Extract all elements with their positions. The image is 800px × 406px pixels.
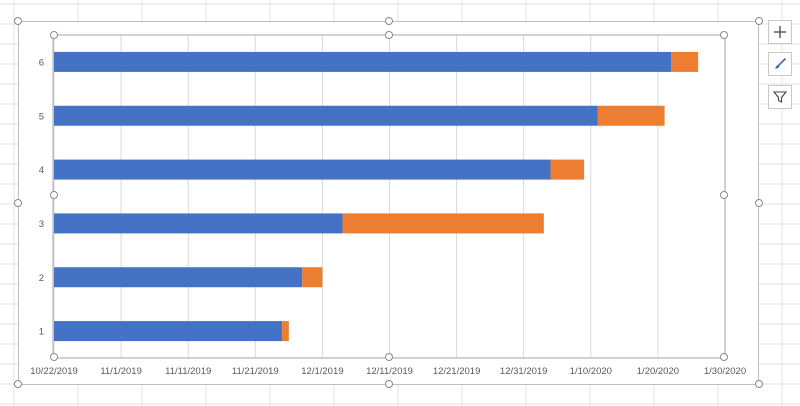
bar-series2-4[interactable] [550, 159, 585, 180]
bar-series1-2[interactable] [54, 267, 303, 288]
y-tick-label: 4 [39, 165, 44, 176]
chart-filters-button[interactable] [768, 85, 792, 109]
y-tick-label: 1 [39, 327, 44, 338]
x-tick-label: 1/20/2020 [637, 366, 679, 377]
bar-series1-3[interactable] [54, 213, 343, 234]
bar-series1-5[interactable] [54, 105, 598, 126]
x-tick-label: 10/22/2019 [30, 366, 78, 377]
x-tick-label: 1/30/2020 [704, 366, 746, 377]
bar-series2-2[interactable] [302, 267, 323, 288]
resize-handle-bottom[interactable] [385, 380, 393, 388]
x-tick-label: 12/31/2019 [500, 366, 548, 377]
bar-series1-1[interactable] [54, 321, 283, 342]
resize-handle-top[interactable] [385, 17, 393, 25]
resize-handle-left[interactable] [14, 199, 22, 207]
resize-handle-top-left[interactable] [14, 17, 22, 25]
bar-series2-6[interactable] [671, 51, 699, 72]
y-tick-label: 6 [39, 57, 44, 68]
bar-series2-3[interactable] [342, 213, 544, 234]
x-tick-label: 12/21/2019 [433, 366, 481, 377]
y-axis-labels: 1 2 3 4 5 6 [39, 57, 44, 337]
x-tick-label: 12/1/2019 [301, 366, 343, 377]
resize-handle-bottom-left[interactable] [14, 380, 22, 388]
y-tick-label: 2 [39, 273, 44, 284]
bars-group [54, 51, 699, 342]
filter-icon [772, 91, 788, 103]
gridlines [53, 35, 726, 358]
bar-series2-5[interactable] [597, 105, 665, 126]
plot-handle-right[interactable] [720, 191, 728, 199]
y-tick-label: 3 [39, 219, 44, 230]
x-tick-label: 11/1/2019 [100, 366, 142, 377]
plot-handle-left[interactable] [50, 191, 58, 199]
resize-handle-right[interactable] [755, 199, 763, 207]
x-tick-label: 11/11/2019 [165, 366, 211, 377]
plus-icon [774, 26, 786, 38]
x-axis-labels: 10/22/2019 11/1/2019 11/11/2019 11/21/2019 1… [30, 366, 746, 377]
bar-series1-4[interactable] [54, 159, 551, 180]
bar-series1-6[interactable] [54, 51, 672, 72]
plot-handle-top-left[interactable] [50, 31, 58, 39]
plot-handle-top[interactable] [385, 31, 393, 39]
plot-handle-bottom[interactable] [385, 353, 393, 361]
y-tick-label: 5 [39, 111, 44, 122]
resize-handle-top-right[interactable] [755, 17, 763, 25]
chart-styles-button[interactable] [768, 52, 792, 76]
plot-handle-bottom-left[interactable] [50, 353, 58, 361]
chart-elements-button[interactable] [768, 20, 792, 44]
plot-handle-top-right[interactable] [720, 31, 728, 39]
plot-handle-bottom-right[interactable] [720, 353, 728, 361]
resize-handle-bottom-right[interactable] [755, 380, 763, 388]
brush-icon [775, 57, 787, 69]
bar-series2-1[interactable] [282, 321, 289, 342]
x-tick-label: 11/21/2019 [232, 366, 279, 377]
x-tick-label: 12/11/2019 [366, 366, 413, 377]
x-tick-label: 1/10/2020 [570, 366, 612, 377]
